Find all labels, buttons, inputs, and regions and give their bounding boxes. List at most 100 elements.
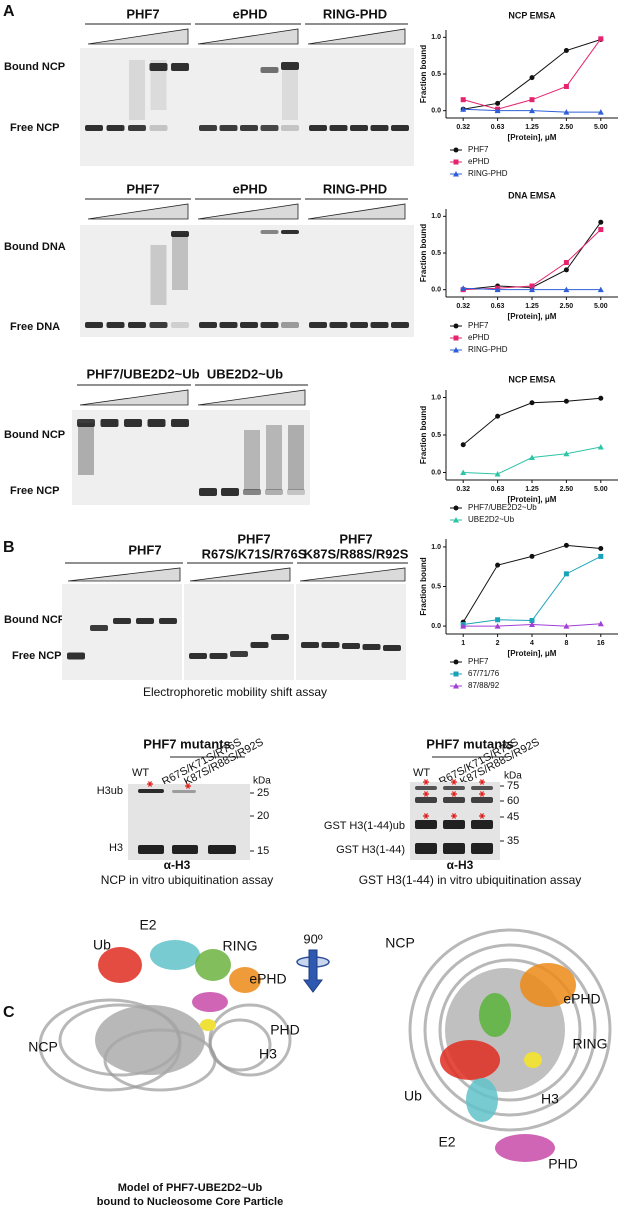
antibody: α-H3: [447, 858, 474, 872]
gel-header: UBE2D2~Ub: [207, 366, 283, 381]
gel-band: [260, 125, 279, 131]
band-label: Bound DNA: [4, 241, 66, 253]
gel-band: [77, 419, 95, 427]
band-label: Bound NCP: [4, 61, 65, 73]
structure-blob: [520, 963, 576, 1007]
point: [529, 454, 535, 460]
x-tick-label: 0.32: [456, 124, 470, 131]
point: [495, 617, 501, 623]
concentration-wedge: [79, 389, 189, 406]
point: [494, 107, 501, 114]
gel-smear: [78, 423, 94, 475]
blot-band: [415, 843, 437, 854]
point: [453, 323, 459, 329]
concentration-wedge: [87, 28, 189, 45]
x-tick-label: 0.32: [456, 486, 470, 493]
band-label: Free NCP: [10, 122, 60, 134]
structure-blob: [192, 992, 228, 1012]
blot-title: PHF7 mutants: [426, 736, 513, 751]
series-line: [463, 555, 602, 625]
x-axis-label: [Protein], μM: [508, 312, 557, 321]
gel-band: [171, 419, 189, 427]
blot-band: [443, 797, 465, 803]
x-axis-label: [Protein], μM: [508, 495, 557, 504]
structure-label: Ub: [404, 1088, 422, 1104]
gel-smear: [150, 245, 167, 305]
gel-band: [230, 651, 248, 657]
point: [529, 97, 535, 103]
gel-band: [221, 488, 239, 496]
x-tick-label: 0.63: [491, 124, 505, 131]
chart-title: DNA EMSA: [508, 190, 556, 200]
gel-header: ePHD: [233, 181, 268, 196]
gel-image: [194, 225, 304, 337]
x-axis-label: [Protein], μM: [508, 649, 557, 658]
gel-band: [265, 489, 283, 495]
gel-image: [184, 584, 294, 680]
structure-label: Ub: [93, 937, 111, 953]
point: [563, 109, 570, 115]
dna-ring: [423, 943, 597, 1117]
point: [453, 671, 459, 677]
rotation-arrow: [303, 949, 323, 993]
gel-header: PHF7: [126, 181, 159, 196]
y-axis-label: Fraction bound: [419, 557, 428, 615]
gel-band: [199, 322, 217, 328]
point: [598, 219, 604, 225]
point: [563, 267, 569, 273]
legend-label: PHF7: [468, 145, 489, 154]
gel-band: [301, 642, 319, 648]
gel-band: [391, 125, 409, 131]
point: [529, 400, 535, 406]
legend-label: RING-PHD: [468, 345, 508, 354]
marker-star: [423, 779, 429, 785]
y-tick-label: 0.5: [431, 71, 441, 78]
concentration-wedge: [87, 203, 189, 220]
gel-band: [287, 489, 305, 495]
structure-blob: [229, 967, 261, 993]
gel-band: [189, 653, 207, 659]
point: [460, 442, 466, 448]
x-tick-label: 2.50: [560, 124, 574, 131]
structure-blob: [195, 949, 231, 981]
marker-star: [451, 791, 457, 797]
gel-band: [240, 125, 258, 131]
concentration-wedge: [307, 28, 406, 45]
point: [563, 398, 569, 404]
marker-star: [451, 813, 457, 819]
blot-band: [172, 845, 198, 854]
gel-band: [321, 642, 340, 648]
band-label: GST H3(1-44): [336, 844, 405, 856]
concentration-wedge: [299, 567, 406, 582]
structure-blob: [466, 1078, 498, 1122]
caption: bound to Nucleosome Core Particle: [97, 1196, 283, 1208]
band-label: Free NCP: [12, 650, 62, 662]
x-tick-label: 1.25: [525, 303, 539, 310]
point: [529, 107, 535, 114]
gel-band: [136, 618, 154, 624]
gel-band: [85, 322, 103, 328]
point: [453, 171, 459, 177]
x-tick-label: 8: [564, 640, 568, 647]
gel-band: [90, 625, 108, 631]
gel-band: [100, 419, 119, 427]
y-tick-label: 0.0: [431, 623, 441, 630]
panel-label: B: [3, 539, 15, 556]
legend-label: UBE2D2~Ub: [468, 515, 515, 524]
gel-header: PHF7: [237, 531, 270, 546]
y-tick-label: 1.0: [431, 544, 441, 551]
concentration-wedge: [197, 203, 299, 220]
gel-band: [149, 322, 168, 328]
structure-blob: [440, 1040, 500, 1080]
gel-header: ePHD: [233, 6, 268, 21]
point: [598, 553, 604, 559]
gel-band: [106, 125, 125, 131]
gel-image: [304, 48, 414, 166]
legend-label: PHF7/UBE2D2~Ub: [468, 503, 537, 512]
x-tick-label: 2.50: [560, 486, 574, 493]
gel-smear: [288, 425, 304, 490]
blot-band: [415, 797, 437, 803]
gel-band: [329, 322, 348, 328]
band-label: Bound NCP: [4, 614, 65, 626]
